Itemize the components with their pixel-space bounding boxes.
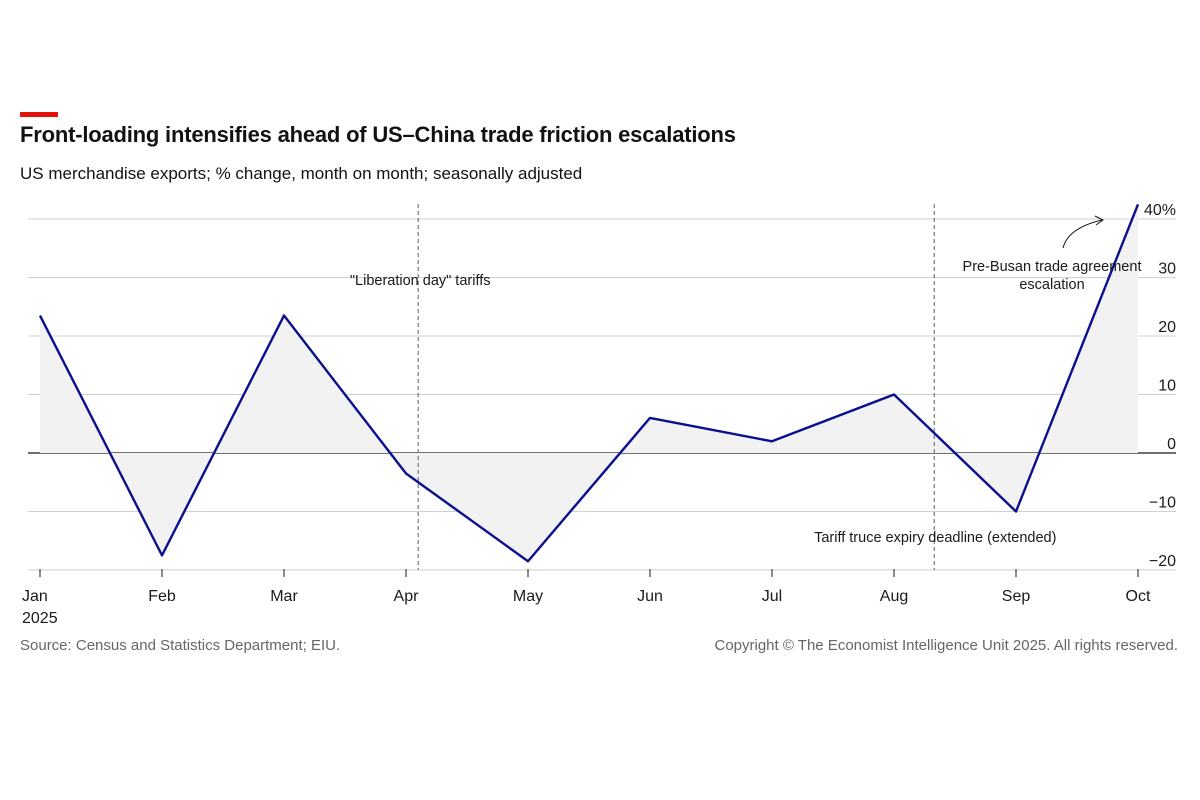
x-year-label: 2025 bbox=[22, 610, 58, 627]
annotation-pre-busan: Pre-Busan trade agreement escalation bbox=[963, 259, 1142, 293]
event-lines bbox=[417, 204, 935, 570]
y-axis-ticks: −20 −10 0 10 20 30 40% bbox=[1144, 202, 1176, 570]
x-tick-label: Aug bbox=[880, 588, 908, 605]
y-tick-label: 10 bbox=[1158, 378, 1176, 395]
x-tick-label: Mar bbox=[270, 588, 298, 605]
y-tick-label: −10 bbox=[1149, 495, 1176, 512]
y-tick-label: −20 bbox=[1149, 553, 1176, 570]
annotation-arrow bbox=[1062, 219, 1103, 249]
annotations: "Liberation day" tariffs Tariff truce exp… bbox=[350, 215, 1142, 546]
x-tick-label: Jun bbox=[637, 588, 663, 605]
area-fill bbox=[40, 204, 1138, 562]
x-tick-label: Sep bbox=[1002, 588, 1031, 605]
series-line bbox=[38, 203, 1140, 563]
x-tick-label: Jan bbox=[22, 588, 48, 605]
annotation-line: escalation bbox=[1019, 277, 1084, 293]
annotation-liberation-day: "Liberation day" tariffs bbox=[350, 273, 491, 289]
y-tick-label: 40% bbox=[1144, 202, 1176, 219]
chart-title: Front-loading intensifies ahead of US–Ch… bbox=[20, 122, 736, 147]
x-axis-ticks: Jan Feb Mar Apr May Jun Jul Aug Sep Oct 2025 bbox=[22, 569, 1151, 627]
copyright-note: Copyright © The Economist Intelligence U… bbox=[714, 637, 1178, 654]
y-tick-label: 20 bbox=[1158, 319, 1176, 336]
y-tick-label: 30 bbox=[1158, 261, 1176, 278]
series-line-path bbox=[38, 203, 1140, 563]
accent-bar bbox=[20, 112, 58, 117]
x-tick-label: Feb bbox=[148, 588, 176, 605]
source-note: Source: Census and Statistics Department… bbox=[20, 637, 341, 654]
annotation-tariff-truce: Tariff truce expiry deadline (extended) bbox=[814, 530, 1056, 546]
x-tick-label: May bbox=[513, 588, 543, 605]
series-area bbox=[40, 204, 1138, 562]
x-tick-label: Jul bbox=[762, 588, 782, 605]
annotation-line: Pre-Busan trade agreement bbox=[963, 259, 1142, 275]
x-tick-label: Oct bbox=[1126, 588, 1151, 605]
chart-subtitle: US merchandise exports; % change, month … bbox=[20, 164, 583, 183]
annotation-arrowhead bbox=[1094, 215, 1104, 226]
y-tick-label: 0 bbox=[1167, 436, 1176, 453]
chart-plot: −20 −10 0 10 20 30 40% Jan Feb Mar Apr May Jun Jul Au… bbox=[22, 202, 1176, 627]
x-tick-label: Apr bbox=[394, 588, 420, 605]
